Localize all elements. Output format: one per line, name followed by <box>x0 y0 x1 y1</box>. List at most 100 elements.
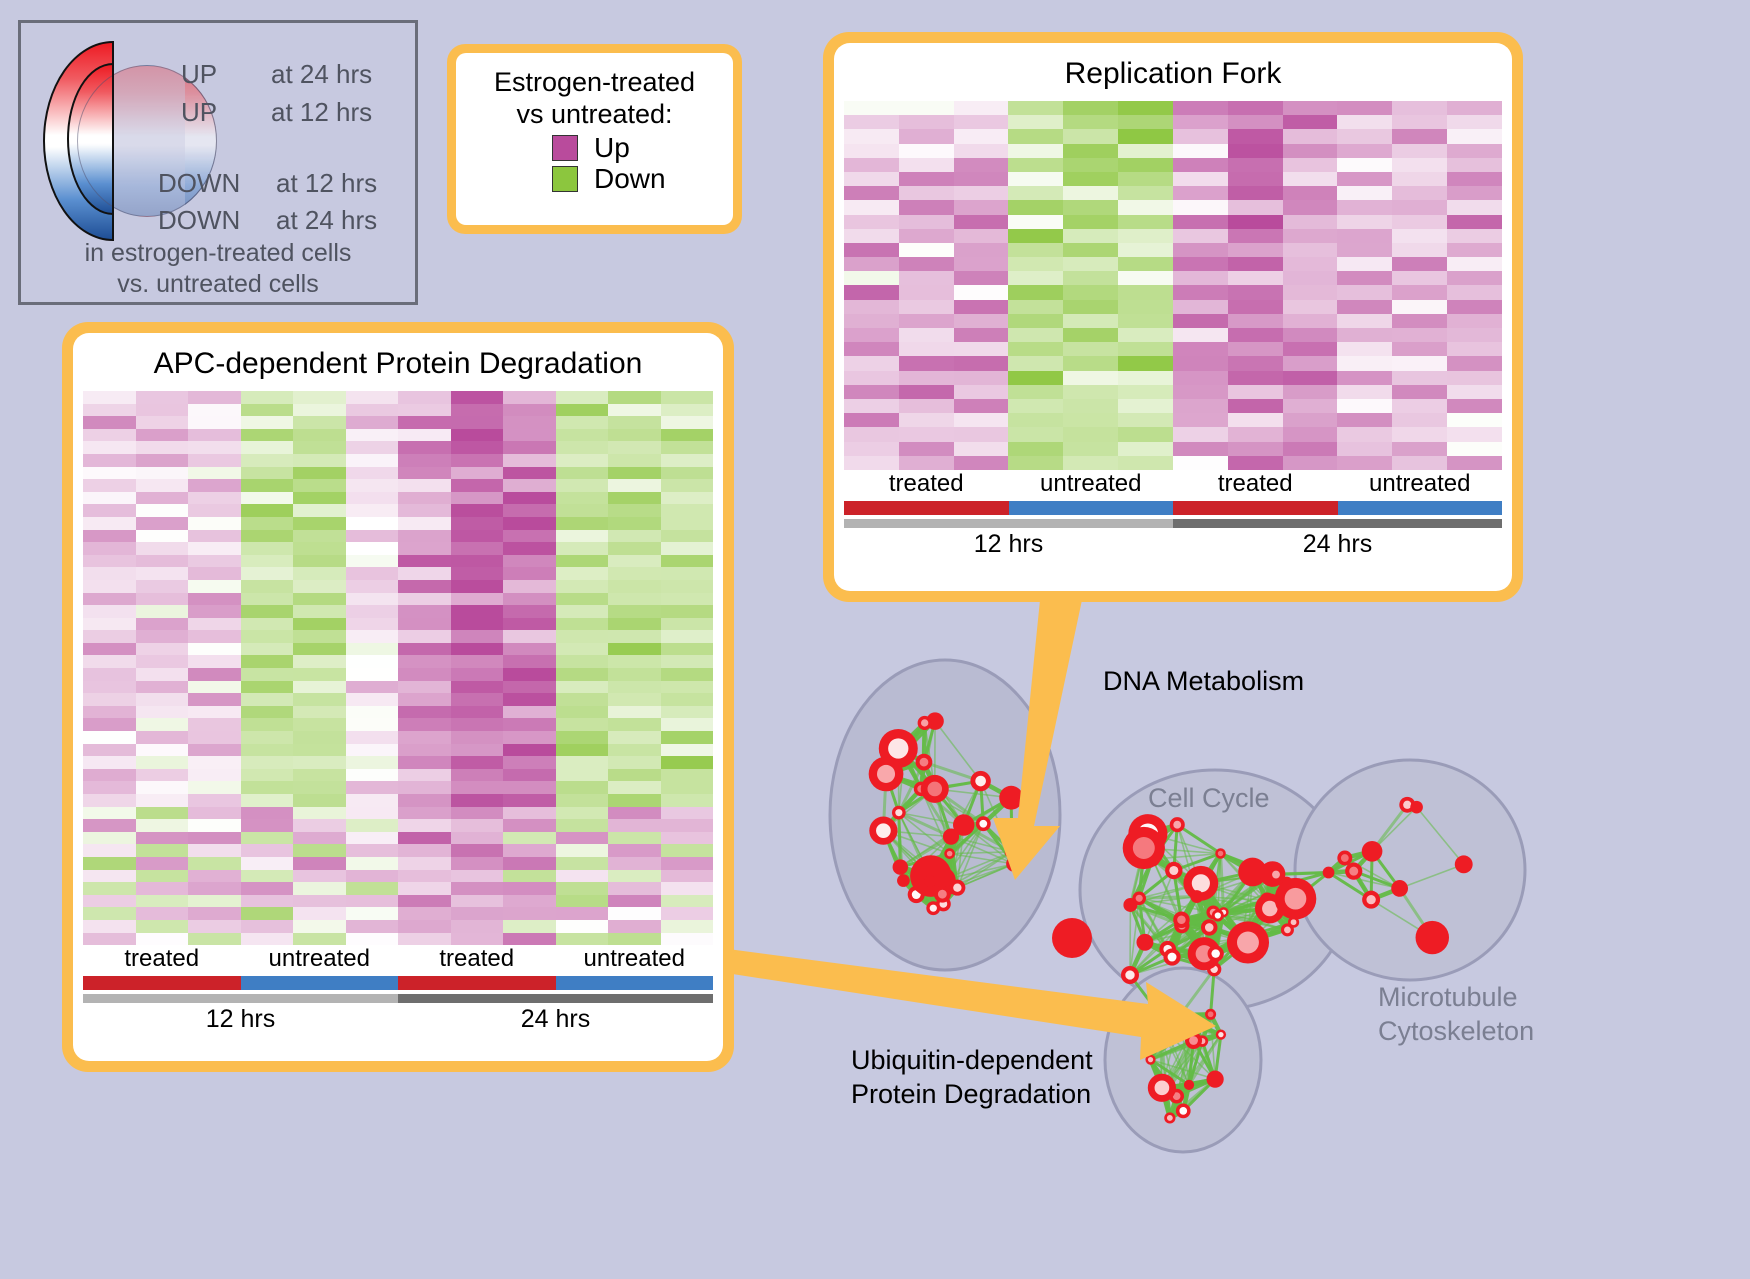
heatmap-cell <box>345 844 398 857</box>
network-node[interactable] <box>944 848 955 859</box>
network-node[interactable] <box>1274 877 1317 920</box>
key-time-down-24: at 24 hrs <box>276 205 378 235</box>
network-node[interactable] <box>1136 933 1154 951</box>
network-node[interactable] <box>1280 923 1294 937</box>
network-node[interactable] <box>1147 1073 1177 1102</box>
heatmap-cell <box>398 806 451 820</box>
network-node[interactable] <box>975 816 991 832</box>
heatmap-cell <box>660 466 713 480</box>
network-node[interactable] <box>1207 945 1224 962</box>
network-node[interactable] <box>1183 865 1219 901</box>
network-node[interactable] <box>1201 919 1218 936</box>
heatmap-cell <box>503 794 556 807</box>
heatmap-cell <box>450 630 503 643</box>
network-node[interactable] <box>1415 920 1449 955</box>
heatmap-cell <box>1172 214 1228 229</box>
network-node[interactable] <box>1004 844 1020 859</box>
network-node[interactable] <box>869 816 898 845</box>
network-node[interactable] <box>1361 840 1383 862</box>
network-node[interactable] <box>897 874 910 887</box>
node-inner-core <box>1154 1080 1170 1096</box>
heatmap-cell <box>555 605 608 618</box>
legend-item-up: Up <box>552 133 723 162</box>
network-node[interactable] <box>924 875 937 888</box>
network-node[interactable] <box>1362 890 1381 909</box>
network-node[interactable] <box>1169 817 1185 833</box>
network-node[interactable] <box>1391 880 1409 897</box>
network-node[interactable] <box>926 901 941 916</box>
network-node[interactable] <box>1122 826 1165 870</box>
heatmap-cell <box>293 743 346 757</box>
network-node[interactable] <box>1173 911 1190 928</box>
heatmap-cell <box>555 554 608 568</box>
heatmap-cell <box>83 466 136 480</box>
heatmap-cell <box>953 384 1009 399</box>
network-node[interactable] <box>1052 918 1092 958</box>
network-node[interactable] <box>1238 857 1267 887</box>
network-node[interactable] <box>1322 866 1335 879</box>
heatmap-cell <box>345 579 398 593</box>
network-node[interactable] <box>933 885 951 903</box>
network-node[interactable] <box>920 774 949 803</box>
network-node[interactable] <box>949 879 966 896</box>
network-node[interactable] <box>999 785 1024 810</box>
network-node[interactable] <box>1211 909 1224 922</box>
network-node[interactable] <box>952 814 975 836</box>
network-node[interactable] <box>1190 890 1204 903</box>
network-node[interactable] <box>1172 1007 1188 1023</box>
heatmap-cell <box>450 756 503 769</box>
network-node[interactable] <box>1175 1103 1191 1119</box>
heatmap-cell <box>844 186 899 201</box>
heatmap-cell <box>1172 200 1228 215</box>
network-node[interactable] <box>1165 861 1183 880</box>
network-node[interactable] <box>1154 1009 1169 1024</box>
network-node[interactable] <box>1132 891 1147 906</box>
heatmap-cell <box>1227 101 1283 116</box>
heatmap-cell <box>293 806 346 820</box>
network-node[interactable] <box>1183 1079 1195 1090</box>
node-outer-ring <box>1415 920 1449 955</box>
heatmap-cell <box>135 693 188 706</box>
network-node[interactable] <box>942 828 960 845</box>
heatmap-cell <box>898 143 954 158</box>
heatmap-cell <box>555 529 608 543</box>
heatmap-cell <box>953 313 1009 328</box>
heatmap-cell <box>608 592 661 606</box>
network-node[interactable] <box>1163 948 1181 966</box>
network-node[interactable] <box>1145 1054 1156 1065</box>
heatmap-cell <box>1337 200 1393 215</box>
network-node[interactable] <box>1164 1112 1176 1124</box>
heatmap-cell <box>240 693 293 706</box>
network-node[interactable] <box>970 770 991 792</box>
network-node[interactable] <box>1205 1008 1217 1020</box>
network-node[interactable] <box>1185 1032 1203 1050</box>
network-node[interactable] <box>1454 855 1473 874</box>
network-node[interactable] <box>917 715 932 731</box>
heatmap-cell <box>135 579 188 593</box>
network-node[interactable] <box>1121 966 1139 984</box>
network-node[interactable] <box>1268 866 1284 883</box>
network-node[interactable] <box>915 753 933 771</box>
heatmap-cell <box>83 479 136 492</box>
network-node[interactable] <box>1345 862 1363 880</box>
network-node[interactable] <box>1337 850 1353 866</box>
network-node[interactable] <box>1188 1018 1200 1030</box>
network-node[interactable] <box>1206 1070 1224 1088</box>
heatmap-cell <box>1172 370 1228 385</box>
heatmap-cell <box>135 504 188 517</box>
heatmap-cell <box>240 705 293 719</box>
network-node[interactable] <box>1215 1029 1227 1040</box>
heatmap-cell <box>188 731 241 744</box>
network-node[interactable] <box>868 756 904 792</box>
network-node[interactable] <box>1226 921 1270 964</box>
network-node[interactable] <box>892 859 909 875</box>
network-node[interactable] <box>1410 800 1423 814</box>
heatmap-cell <box>898 384 954 399</box>
heatmap-cell <box>1392 356 1448 371</box>
network-node[interactable] <box>891 805 906 820</box>
heatmap-cell <box>1172 398 1228 414</box>
heatmap-cell <box>555 668 608 681</box>
network-node[interactable] <box>1215 848 1226 859</box>
heatmap-cell <box>953 441 1009 456</box>
node-inner-core <box>1157 1012 1166 1021</box>
